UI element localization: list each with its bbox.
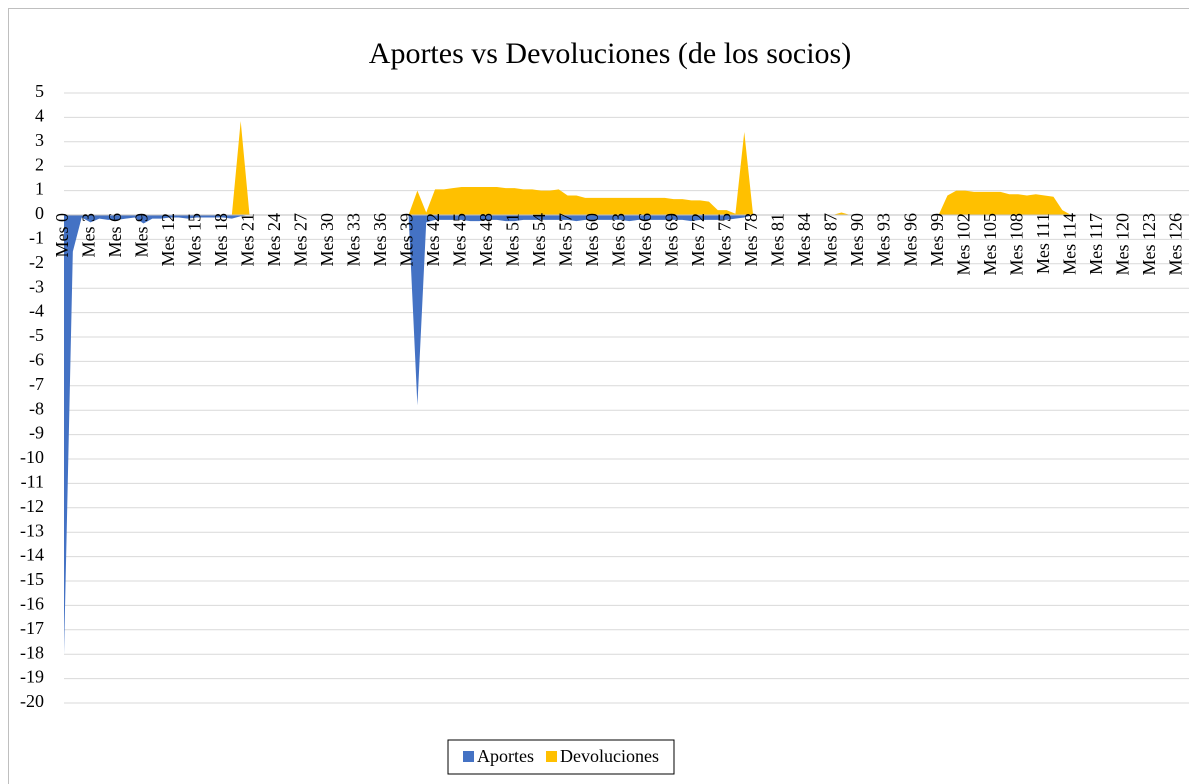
y-tick-label: -18: [20, 642, 44, 662]
x-tick-label: Mes 90: [847, 213, 867, 267]
x-tick-label: Mes 123: [1139, 213, 1159, 276]
x-tick-label: Mes 60: [582, 213, 602, 267]
y-tick-label: 3: [35, 130, 44, 150]
x-tick-label: Mes 21: [238, 213, 258, 267]
y-tick-label: -19: [20, 667, 44, 687]
x-tick-label: Mes 54: [529, 213, 549, 267]
y-tick-label: -7: [29, 374, 44, 394]
y-tick-label: -3: [29, 276, 44, 296]
x-tick-label: Mes 126: [1165, 213, 1185, 276]
x-tick-label: Mes 93: [874, 213, 894, 267]
x-tick-label: Mes 48: [476, 213, 496, 267]
y-tick-label: -15: [20, 569, 44, 589]
legend-swatch: [463, 751, 475, 762]
x-tick-label: Mes 9: [132, 213, 152, 258]
y-tick-label: -4: [29, 301, 44, 321]
x-tick-label: Mes 117: [1086, 213, 1106, 275]
x-tick-label: Mes 0: [52, 213, 72, 258]
y-tick-label: -8: [29, 398, 44, 418]
x-tick-label: Mes 72: [688, 213, 708, 267]
x-tick-label: Mes 63: [609, 213, 629, 267]
y-tick-label: -13: [20, 520, 44, 540]
x-tick-label: Mes 105: [980, 213, 1000, 276]
x-tick-label: Mes 75: [715, 213, 735, 267]
x-tick-label: Mes 30: [317, 213, 337, 267]
y-tick-label: 2: [35, 154, 44, 174]
x-tick-label: Mes 39: [397, 213, 417, 267]
y-tick-label: -1: [29, 228, 44, 248]
x-tick-label: Mes 24: [264, 213, 284, 267]
x-tick-label: Mes 96: [900, 213, 920, 267]
x-tick-label: Mes 99: [927, 213, 947, 267]
x-tick-label: Mes 69: [662, 213, 682, 267]
x-tick-label: Mes 66: [635, 213, 655, 267]
legend-label: Devoluciones: [560, 746, 659, 766]
x-tick-label: Mes 111: [1033, 213, 1053, 274]
y-tick-label: -6: [29, 350, 44, 370]
y-tick-label: -10: [20, 447, 44, 467]
x-tick-label: Mes 33: [344, 213, 364, 267]
x-tick-label: Mes 102: [953, 213, 973, 276]
x-tick-label: Mes 15: [185, 213, 205, 267]
x-tick-label: Mes 36: [370, 213, 390, 267]
legend-label: Aportes: [477, 746, 534, 766]
x-tick-label: Mes 114: [1059, 213, 1079, 275]
y-tick-label: 5: [35, 81, 44, 101]
y-tick-label: 0: [35, 203, 44, 223]
y-tick-label: -14: [20, 545, 44, 565]
legend-box: [447, 739, 675, 775]
x-tick-label: Mes 42: [423, 213, 443, 267]
x-tick-label: Mes 57: [556, 213, 576, 267]
chart-border: [8, 8, 1189, 784]
x-tick-label: Mes 27: [291, 213, 311, 267]
legend-swatch: [546, 751, 558, 762]
x-tick-label: Mes 45: [450, 213, 470, 267]
y-tick-label: -20: [20, 691, 44, 711]
x-tick-label: Mes 51: [503, 213, 523, 267]
x-tick-label: Mes 84: [794, 213, 814, 267]
y-tick-label: -11: [21, 472, 44, 492]
y-tick-label: -12: [20, 496, 44, 516]
y-tick-label: -16: [20, 594, 44, 614]
x-tick-label: Mes 87: [821, 213, 841, 267]
y-tick-label: 4: [35, 106, 44, 126]
y-tick-label: -2: [29, 252, 44, 272]
x-tick-label: Mes 12: [158, 213, 178, 267]
x-tick-label: Mes 108: [1006, 213, 1026, 276]
y-tick-label: 1: [35, 179, 44, 199]
y-tick-label: -9: [29, 423, 44, 443]
x-tick-label: Mes 6: [105, 213, 125, 258]
chart-title: Aportes vs Devoluciones (de los socios): [369, 37, 851, 70]
x-tick-label: Mes 78: [741, 213, 761, 267]
legend: Aportes Devoluciones: [447, 739, 675, 775]
x-tick-label: Mes 120: [1112, 213, 1132, 276]
x-tick-label: Mes 81: [768, 213, 788, 267]
y-tick-label: -17: [20, 618, 44, 638]
x-tick-label: Mes 3: [79, 213, 99, 258]
x-tick-label: Mes 18: [211, 213, 231, 267]
y-tick-label: -5: [29, 325, 44, 345]
